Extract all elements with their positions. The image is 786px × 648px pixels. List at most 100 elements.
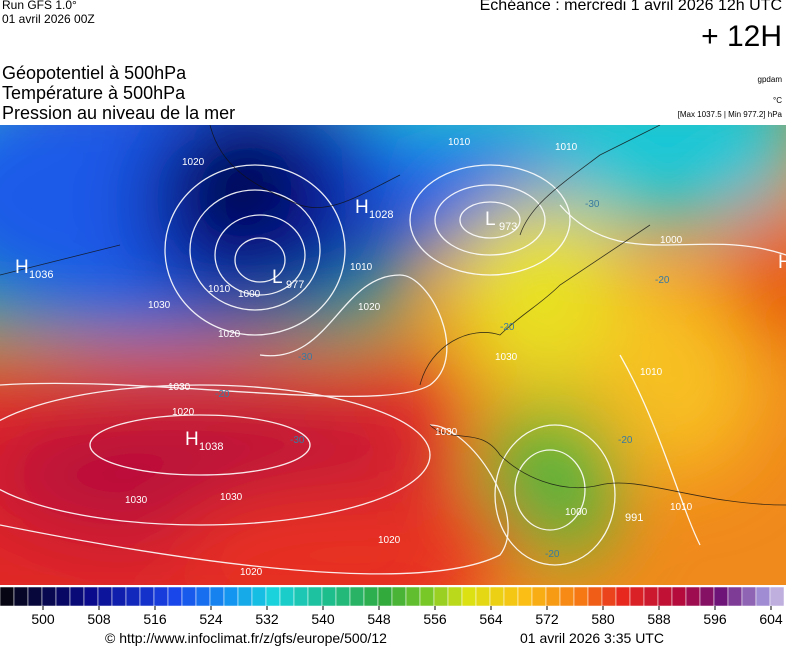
colorbar-label: 532	[255, 611, 279, 627]
swatch	[69, 586, 85, 607]
colorbar-label: 556	[423, 611, 447, 627]
generated: 01 avril 2026 3:35 UTC	[520, 630, 664, 646]
swatch	[153, 586, 169, 607]
swatch	[461, 586, 477, 607]
swatch	[0, 586, 15, 607]
temperature-label: -30	[290, 435, 305, 446]
swatch	[503, 586, 519, 607]
swatch	[293, 586, 309, 607]
temperature-label: -30	[298, 352, 313, 363]
swatch	[405, 586, 421, 607]
colorbar-label: 572	[535, 611, 559, 627]
source: © http://www.infoclimat.fr/z/gfs/europe/…	[105, 630, 387, 646]
swatch	[713, 586, 729, 607]
field: Température à 500hPa	[2, 83, 186, 103]
swatch	[265, 586, 281, 607]
isobar-label: 1010	[640, 367, 663, 378]
isobar-label: 1020	[182, 157, 205, 168]
echeance: Echéance : mercredi 1 avril 2026 12h UTC	[479, 0, 782, 14]
swatch	[475, 586, 491, 607]
swatch	[573, 586, 589, 607]
swatch	[125, 586, 141, 607]
swatch	[223, 586, 239, 607]
swatch	[601, 586, 617, 607]
swatch	[657, 586, 673, 607]
swatch	[419, 586, 435, 607]
swatch	[195, 586, 211, 607]
swatch	[769, 586, 785, 607]
swatch	[279, 586, 295, 607]
swatch	[615, 586, 631, 607]
swatch	[531, 586, 547, 607]
center-value: 1028	[369, 209, 393, 221]
isobar-label: 1030	[148, 300, 171, 311]
temperature-label: -20	[618, 435, 633, 446]
swatch	[307, 586, 323, 607]
isobar-label: 1020	[358, 302, 381, 313]
field: Géopotentiel à 500hPa	[2, 63, 187, 83]
swatch	[335, 586, 351, 607]
swatch	[671, 586, 687, 607]
isobar-label: 1020	[240, 567, 263, 578]
swatch	[27, 586, 43, 607]
colorbar-label: 548	[367, 611, 391, 627]
colorbar-label: 604	[759, 611, 783, 627]
coastlines	[0, 125, 786, 506]
swatch	[685, 586, 701, 607]
run-date: 01 avril 2026 00Z	[2, 12, 95, 26]
swatch	[55, 586, 71, 607]
isobar-label: 1010	[448, 137, 471, 148]
center-value: 1036	[29, 269, 53, 281]
swatch	[167, 586, 183, 607]
swatch	[727, 586, 743, 607]
isobar-label: 1010	[208, 284, 231, 295]
center-letter: H	[185, 429, 199, 450]
swatch	[489, 586, 505, 607]
swatch	[741, 586, 757, 607]
temperature-label: -20	[500, 322, 515, 333]
swatch	[83, 586, 99, 607]
isobar-label: 1030	[125, 495, 148, 506]
swatch	[433, 586, 449, 607]
isobar-label: 1020	[378, 535, 401, 546]
colorbar-label: 516	[143, 611, 167, 627]
offset: + 12H	[701, 20, 782, 53]
isobars	[0, 164, 786, 575]
colorbar-label: 596	[703, 611, 727, 627]
swatch	[111, 586, 127, 607]
center-value: 991	[625, 512, 643, 524]
center-letter: L	[485, 209, 496, 230]
isobar-label: 1020	[218, 329, 241, 340]
temperature-label: -20	[215, 389, 230, 400]
isobar-label: 1030	[495, 352, 518, 363]
swatch	[559, 586, 575, 607]
colorbar-label: 564	[479, 611, 503, 627]
swatch	[587, 586, 603, 607]
swatch	[517, 586, 533, 607]
colorbar-label: 524	[199, 611, 223, 627]
center-value: 1038	[199, 441, 223, 453]
temperature-label: -20	[655, 275, 670, 286]
colorbar-label: 540	[311, 611, 335, 627]
colorbar-label: 588	[647, 611, 671, 627]
swatch	[755, 586, 771, 607]
swatch	[643, 586, 659, 607]
swatch	[447, 586, 463, 607]
unit: °C	[773, 96, 782, 105]
isobar-label: 1020	[172, 407, 195, 418]
swatch	[321, 586, 337, 607]
isobar-label: 1010	[555, 142, 578, 153]
swatch	[377, 586, 393, 607]
center-value: 973	[499, 221, 517, 233]
isobar-label: 1030	[168, 382, 191, 393]
center-letter: H	[355, 197, 369, 218]
isobar-label: 1010	[670, 502, 693, 513]
swatch	[391, 586, 407, 607]
colorbar: 500 508 516 524 532 540 548 556 564 572 580 588 596 6…	[0, 586, 785, 627]
swatch	[209, 586, 225, 607]
swatch	[41, 586, 57, 607]
swatch	[13, 586, 29, 607]
isobar-label: 1010	[350, 262, 373, 273]
